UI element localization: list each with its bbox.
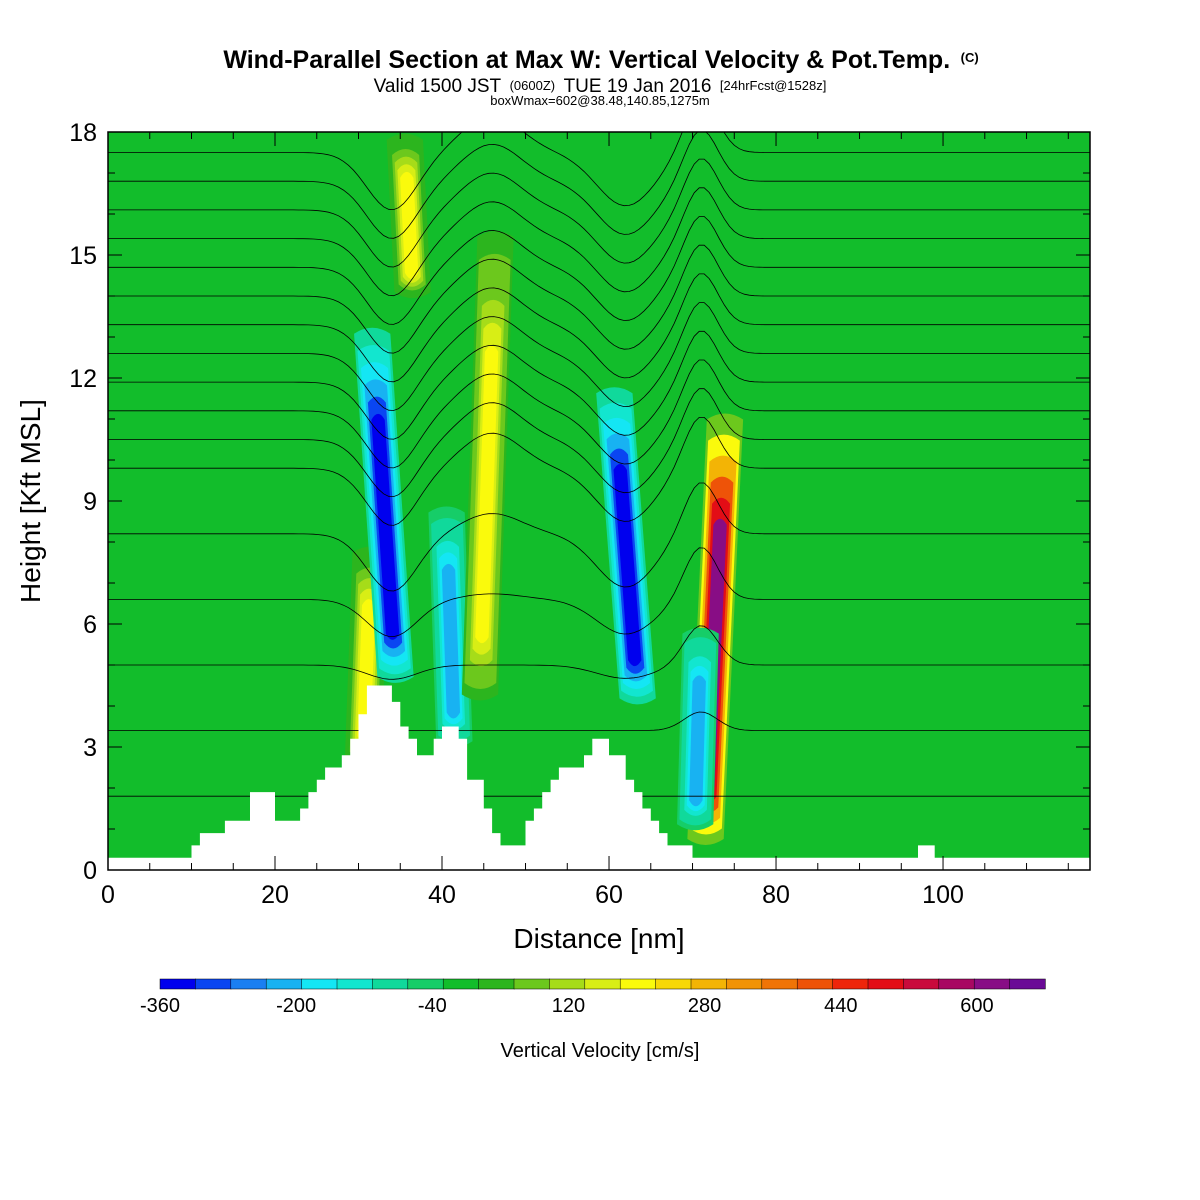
velocity-band-7-5	[689, 675, 706, 807]
theta-contour-8	[108, 330, 1090, 440]
y-tick-label: 18	[69, 119, 97, 147]
theta-contour-12	[108, 216, 1090, 325]
colorbar-swatch	[159, 978, 197, 990]
chart-meta-line: boxWmax=602@38.48,140.85,1275m	[490, 93, 710, 108]
y-axis: 0 3 6 9 12 15 18	[69, 119, 1090, 885]
colorbar-swatch	[690, 978, 728, 990]
velocity-band-5-5	[613, 463, 642, 667]
colorbar-swatch	[195, 978, 232, 990]
theta-contour-2	[108, 625, 1090, 680]
y-axis-label: Height [Kft MSL]	[15, 399, 46, 603]
terrain	[108, 685, 1090, 870]
colorbar-swatch	[903, 978, 940, 990]
y-tick-label: 6	[83, 611, 97, 639]
y-tick-label: 12	[69, 365, 97, 393]
y-tick-label: 9	[83, 488, 97, 516]
colorbar-tick-label: 600	[960, 995, 993, 1017]
theta-contour-4	[108, 482, 1090, 592]
colorbar-tick-label: -40	[418, 995, 447, 1017]
colorbar-swatch	[478, 978, 515, 990]
subtitle-valid: Valid 1500 JST	[374, 76, 502, 97]
x-axis-label: Distance [nm]	[513, 923, 684, 954]
theta-contour-10	[108, 273, 1090, 383]
x-tick-label: 100	[922, 881, 964, 909]
subtitle-date: TUE 19 Jan 2016	[564, 76, 712, 97]
x-tick-label: 20	[261, 881, 289, 909]
colorbar-swatch	[796, 978, 834, 990]
colorbar-swatch	[1009, 978, 1046, 990]
x-tick-label: 80	[762, 881, 790, 909]
colorbar-swatch	[584, 978, 621, 990]
title-main-text: Wind-Parallel Section at Max W: Vertical…	[223, 46, 950, 74]
colorbar-swatch	[619, 978, 657, 990]
x-axis: 0 20 40 60 80 100	[101, 132, 1069, 909]
colorbar-swatch	[301, 978, 338, 990]
theta-contours	[108, 132, 1090, 797]
theta-contour-14	[108, 158, 1090, 268]
plot-area	[108, 132, 1090, 870]
x-tick-label: 60	[595, 881, 623, 909]
colorbar-tick-label: -200	[276, 995, 316, 1017]
colorbar-swatch	[832, 978, 869, 990]
theta-contour-9	[108, 302, 1090, 411]
theta-contour-11	[108, 244, 1090, 354]
theta-contour-16	[108, 132, 1090, 211]
theta-contour-1	[108, 711, 1090, 731]
chart-title: Wind-Parallel Section at Max W: Vertical…	[223, 46, 978, 74]
theta-contour-3	[108, 547, 1090, 638]
colorbar-swatch	[549, 978, 586, 990]
colorbar-swatch	[761, 978, 798, 990]
theta-contour-5	[108, 417, 1090, 526]
subtitle-forecast: [24hrFcst@1528z]	[720, 78, 826, 93]
colorbar-swatch	[265, 978, 303, 990]
colorbar-swatch	[230, 978, 267, 990]
velocity-band-4-5	[475, 345, 499, 644]
colorbar: -360 -200 -40 120 280 440 600	[140, 978, 1046, 1017]
colorbar-swatch	[867, 978, 905, 990]
subtitle-utc: (0600Z)	[510, 78, 556, 93]
colorbar-tick-label: 440	[824, 995, 857, 1017]
theta-contour-7	[108, 359, 1090, 469]
colorbar-swatch	[973, 978, 1011, 990]
x-tick-label: 40	[428, 881, 456, 909]
colorbar-tick-label: 120	[552, 995, 585, 1017]
theta-contour-15	[108, 132, 1090, 239]
colorbar-swatch	[655, 978, 692, 990]
theta-contour-13	[108, 187, 1090, 297]
colorbar-swatch	[407, 978, 444, 990]
colorbar-swatch	[372, 978, 409, 990]
chart-subtitle: Valid 1500 JST (0600Z) TUE 19 Jan 2016 […	[374, 76, 827, 97]
velocity-band-1-5	[371, 413, 400, 640]
y-tick-label: 15	[69, 242, 97, 270]
title-tag: (C)	[961, 50, 979, 65]
colorbar-swatch	[938, 978, 975, 990]
colorbar-tick-label: 280	[688, 995, 721, 1017]
colorbar-swatch	[513, 978, 551, 990]
colorbar-tick-label: -360	[140, 995, 180, 1017]
colorbar-title: Vertical Velocity [cm/s]	[501, 1040, 700, 1062]
colorbar-swatch	[336, 978, 374, 990]
y-tick-label: 0	[83, 857, 97, 885]
x-tick-label: 0	[101, 881, 115, 909]
colorbar-swatch	[726, 978, 763, 990]
theta-contour-6	[108, 388, 1090, 498]
y-tick-label: 3	[83, 734, 97, 762]
colorbar-swatch	[442, 978, 480, 990]
velocity-band-3-5	[441, 563, 461, 719]
